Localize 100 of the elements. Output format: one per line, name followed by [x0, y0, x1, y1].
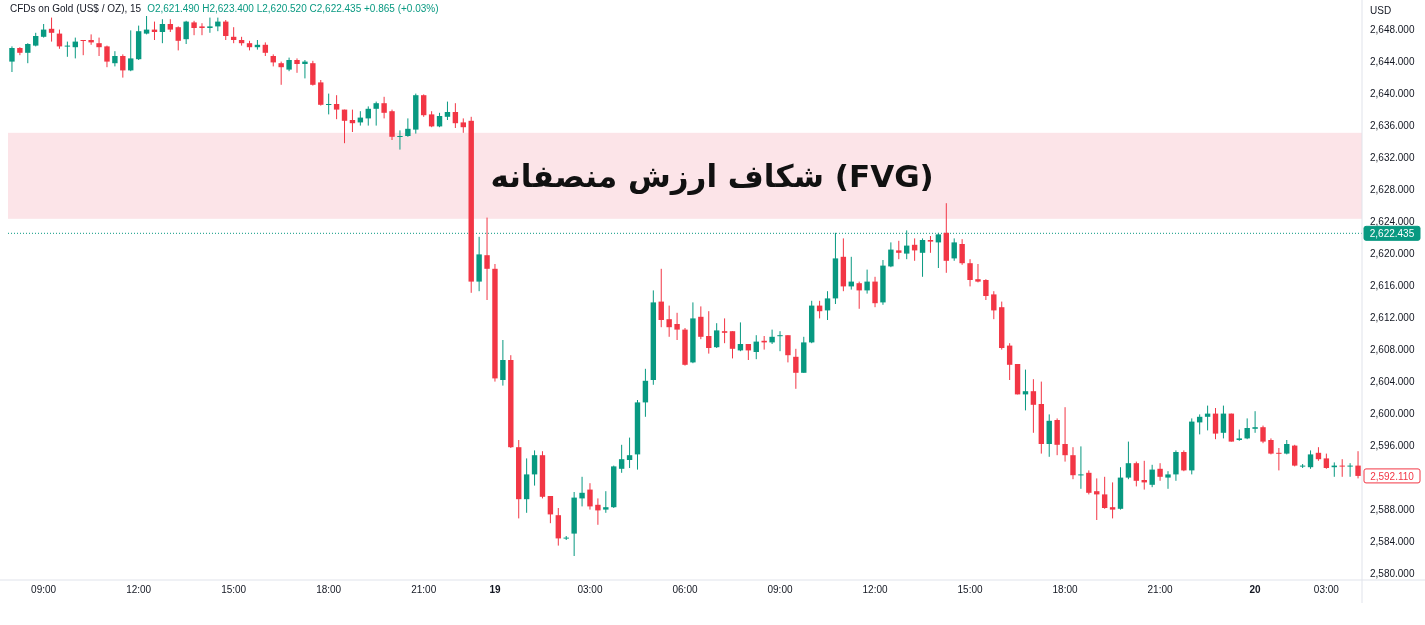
candlestick: [1101, 476, 1108, 510]
x-tick-label: 21:00: [411, 584, 437, 595]
candlestick: [959, 238, 965, 266]
candlestick: [397, 129, 403, 151]
candlestick: [1339, 458, 1345, 478]
y-tick-label: 2,612.000: [1370, 311, 1415, 323]
y-tick-label: 2,596.000: [1370, 439, 1415, 451]
candlestick: [856, 281, 862, 310]
candlestick: [207, 17, 213, 34]
candlestick: [1086, 469, 1092, 495]
x-tick-label: 03:00: [1313, 584, 1340, 595]
candlestick: [991, 290, 997, 320]
candlestick: [896, 240, 902, 260]
candlestick: [769, 329, 775, 345]
candlestick: [1157, 462, 1163, 482]
candlestick: [642, 368, 649, 418]
candlestick: [191, 20, 197, 36]
candlestick: [888, 241, 894, 268]
candlestick: [919, 237, 926, 278]
candlestick: [80, 39, 86, 56]
candlestick: [405, 117, 411, 138]
x-tick-label: 19: [489, 584, 501, 595]
candlestick: [872, 276, 878, 308]
candlestick: [1276, 447, 1282, 471]
candlestick: [452, 102, 459, 129]
candlestick: [1244, 417, 1250, 440]
y-tick-label: 2,648.000: [1370, 23, 1415, 35]
candlestick: [1165, 470, 1171, 490]
candlestick: [9, 45, 15, 73]
candlestick: [444, 101, 451, 121]
candlestick: [951, 237, 957, 262]
candlestick: [777, 330, 783, 352]
x-tick-label: 18:00: [316, 584, 342, 595]
candlestick: [1252, 410, 1258, 434]
candlestick: [1133, 461, 1140, 487]
candlestick: [1125, 441, 1132, 480]
candlestick: [1030, 378, 1037, 434]
y-tick-label: 2,604.000: [1370, 375, 1415, 387]
y-tick-label: 2,624.000: [1370, 215, 1415, 227]
candlestick: [864, 269, 870, 295]
candlestick: [25, 42, 31, 64]
y-tick-label: 2,588.000: [1370, 503, 1415, 515]
candlestick: [1149, 464, 1155, 488]
y-tick-label: 2,580.000: [1370, 567, 1415, 579]
candlestick: [88, 33, 94, 46]
candlestick: [500, 339, 506, 387]
candlestick: [175, 25, 181, 51]
candlestick: [1173, 449, 1179, 482]
candlestick: [333, 94, 340, 120]
y-tick-label: 2,640.000: [1370, 87, 1415, 99]
candlestick: [294, 57, 300, 74]
candlestick: [1006, 342, 1013, 381]
x-tick-label: 09:00: [31, 584, 57, 595]
y-tick-label: 2,608.000: [1370, 343, 1415, 355]
x-tick-label: 09:00: [767, 584, 793, 595]
x-tick-label: 06:00: [672, 584, 698, 595]
candlestick: [706, 310, 712, 355]
x-tick-label: 20: [1249, 584, 1262, 595]
x-tick-label: 03:00: [577, 584, 603, 595]
candlestick: [1078, 445, 1084, 490]
candlestick: [967, 258, 973, 287]
candlestick: [1046, 413, 1052, 458]
candlestick: [199, 22, 205, 36]
candlestick: [421, 93, 427, 118]
candlestick: [793, 348, 799, 390]
candlestick: [302, 59, 308, 79]
x-tick-label: 15:00: [957, 584, 983, 595]
candlestick: [1212, 407, 1219, 440]
candlestick: [112, 50, 118, 67]
y-tick-label: 2,644.000: [1370, 55, 1415, 67]
y-tick-label: 2,600.000: [1370, 407, 1415, 419]
candlestick: [381, 96, 387, 119]
y-tick-label: 2,628.000: [1370, 183, 1415, 195]
candlestick: [128, 29, 134, 72]
candlestick: [1355, 450, 1361, 479]
candlestick: [484, 217, 490, 301]
candlestick: [120, 53, 126, 79]
candlestick: [587, 482, 593, 511]
candlestick: [785, 334, 791, 363]
candlestick: [666, 305, 672, 338]
candlestick: [223, 19, 229, 41]
candlestick: [64, 41, 71, 58]
candlestick: [325, 93, 332, 115]
candlestick: [626, 437, 633, 469]
x-tick-label: 15:00: [221, 584, 247, 595]
x-tick-label: 18:00: [1052, 584, 1079, 595]
candlestick: [48, 17, 55, 43]
candlestick: [579, 476, 585, 507]
y-tick-label: 2,620.000: [1370, 247, 1415, 259]
candlestick: [1109, 481, 1116, 519]
candlestick: [1220, 405, 1227, 439]
candlestick: [96, 37, 102, 57]
y-tick-label: 2,584.000: [1370, 535, 1415, 547]
candlestick: [618, 444, 625, 474]
candlestick: [658, 268, 664, 328]
x-tick-label: 21:00: [1147, 584, 1174, 595]
candlestick: [935, 232, 942, 269]
candlestick: [318, 79, 324, 107]
candlestick: [555, 507, 562, 547]
ref-line-label: 2,622.435: [1369, 228, 1415, 240]
